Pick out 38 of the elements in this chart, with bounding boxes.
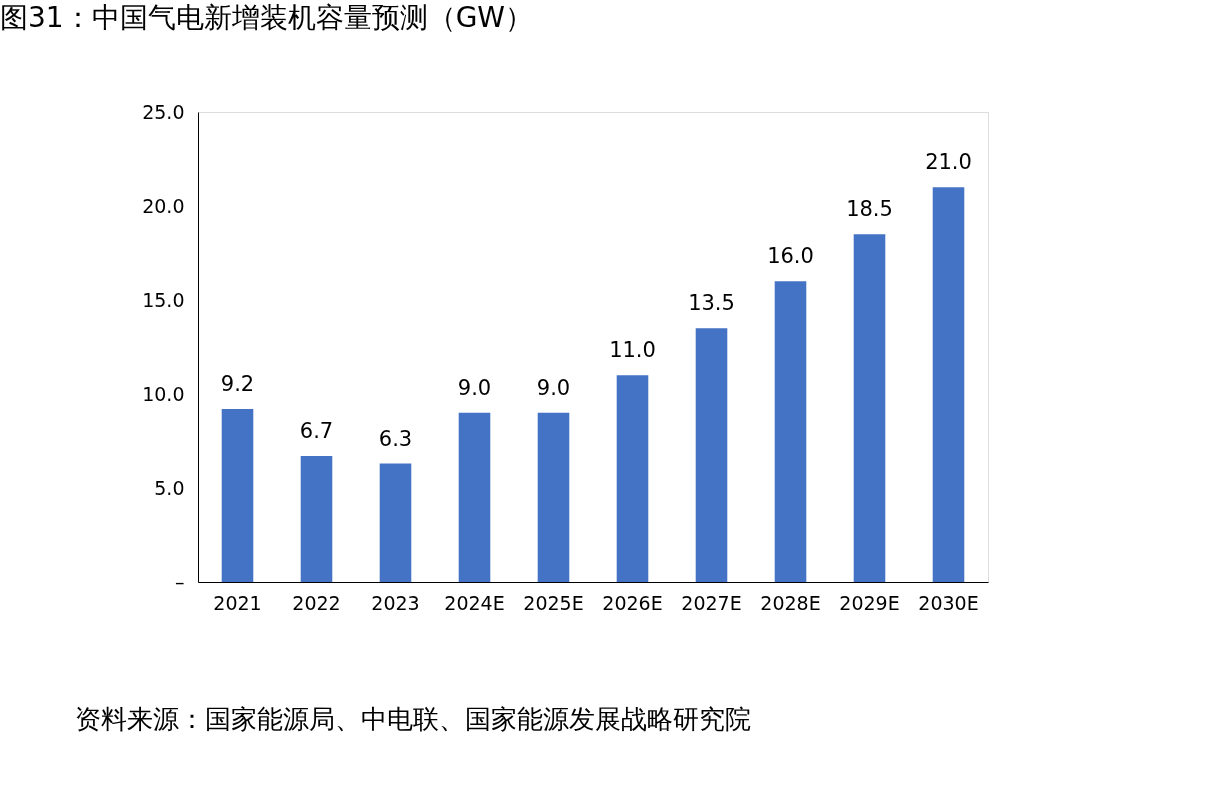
bar — [458, 412, 491, 582]
bar — [774, 281, 807, 582]
data-label: 13.5 — [688, 291, 735, 316]
bar — [853, 234, 886, 582]
x-tick-label: 2026E — [602, 591, 663, 614]
data-label: 9.0 — [536, 375, 571, 400]
x-tick-label: 2025E — [523, 591, 584, 614]
data-label: 18.5 — [846, 197, 893, 222]
y-tick-label: – — [175, 570, 185, 593]
x-tick-label: 2027E — [681, 591, 742, 614]
bar — [932, 187, 965, 582]
data-label: 6.7 — [299, 419, 334, 444]
x-tick-label: 2028E — [760, 591, 821, 614]
y-tick-label: 10.0 — [142, 382, 185, 405]
x-tick-label: 2029E — [839, 591, 900, 614]
y-tick-label: 20.0 — [142, 194, 185, 217]
data-label: 9.0 — [457, 375, 492, 400]
bar — [537, 412, 570, 582]
x-tick-label: 2023 — [371, 591, 420, 614]
data-label: 21.0 — [925, 150, 972, 175]
bar — [300, 456, 333, 582]
data-label: 11.0 — [609, 338, 656, 363]
x-tick-label: 2022 — [292, 591, 341, 614]
y-tick-label: 25.0 — [142, 100, 185, 123]
bar — [616, 375, 649, 582]
text: 资料来源：国家能源局、中电联、国家能源发展战略研究院 — [75, 704, 751, 734]
data-label: 9.2 — [220, 372, 255, 397]
x-tick-label: 2024E — [444, 591, 505, 614]
x-tick-label: 2021 — [213, 591, 262, 614]
chart-title: 图31：中国气电新增装机容量预测（GW） — [0, 1, 534, 34]
bar — [695, 328, 728, 582]
bar — [379, 463, 412, 582]
x-tick-label: 2030E — [918, 591, 979, 614]
data-label: 16.0 — [767, 244, 814, 269]
y-tick-label: 5.0 — [154, 476, 185, 499]
data-label: 6.3 — [378, 426, 413, 451]
y-tick-label: 15.0 — [142, 288, 185, 311]
bar — [221, 409, 254, 582]
